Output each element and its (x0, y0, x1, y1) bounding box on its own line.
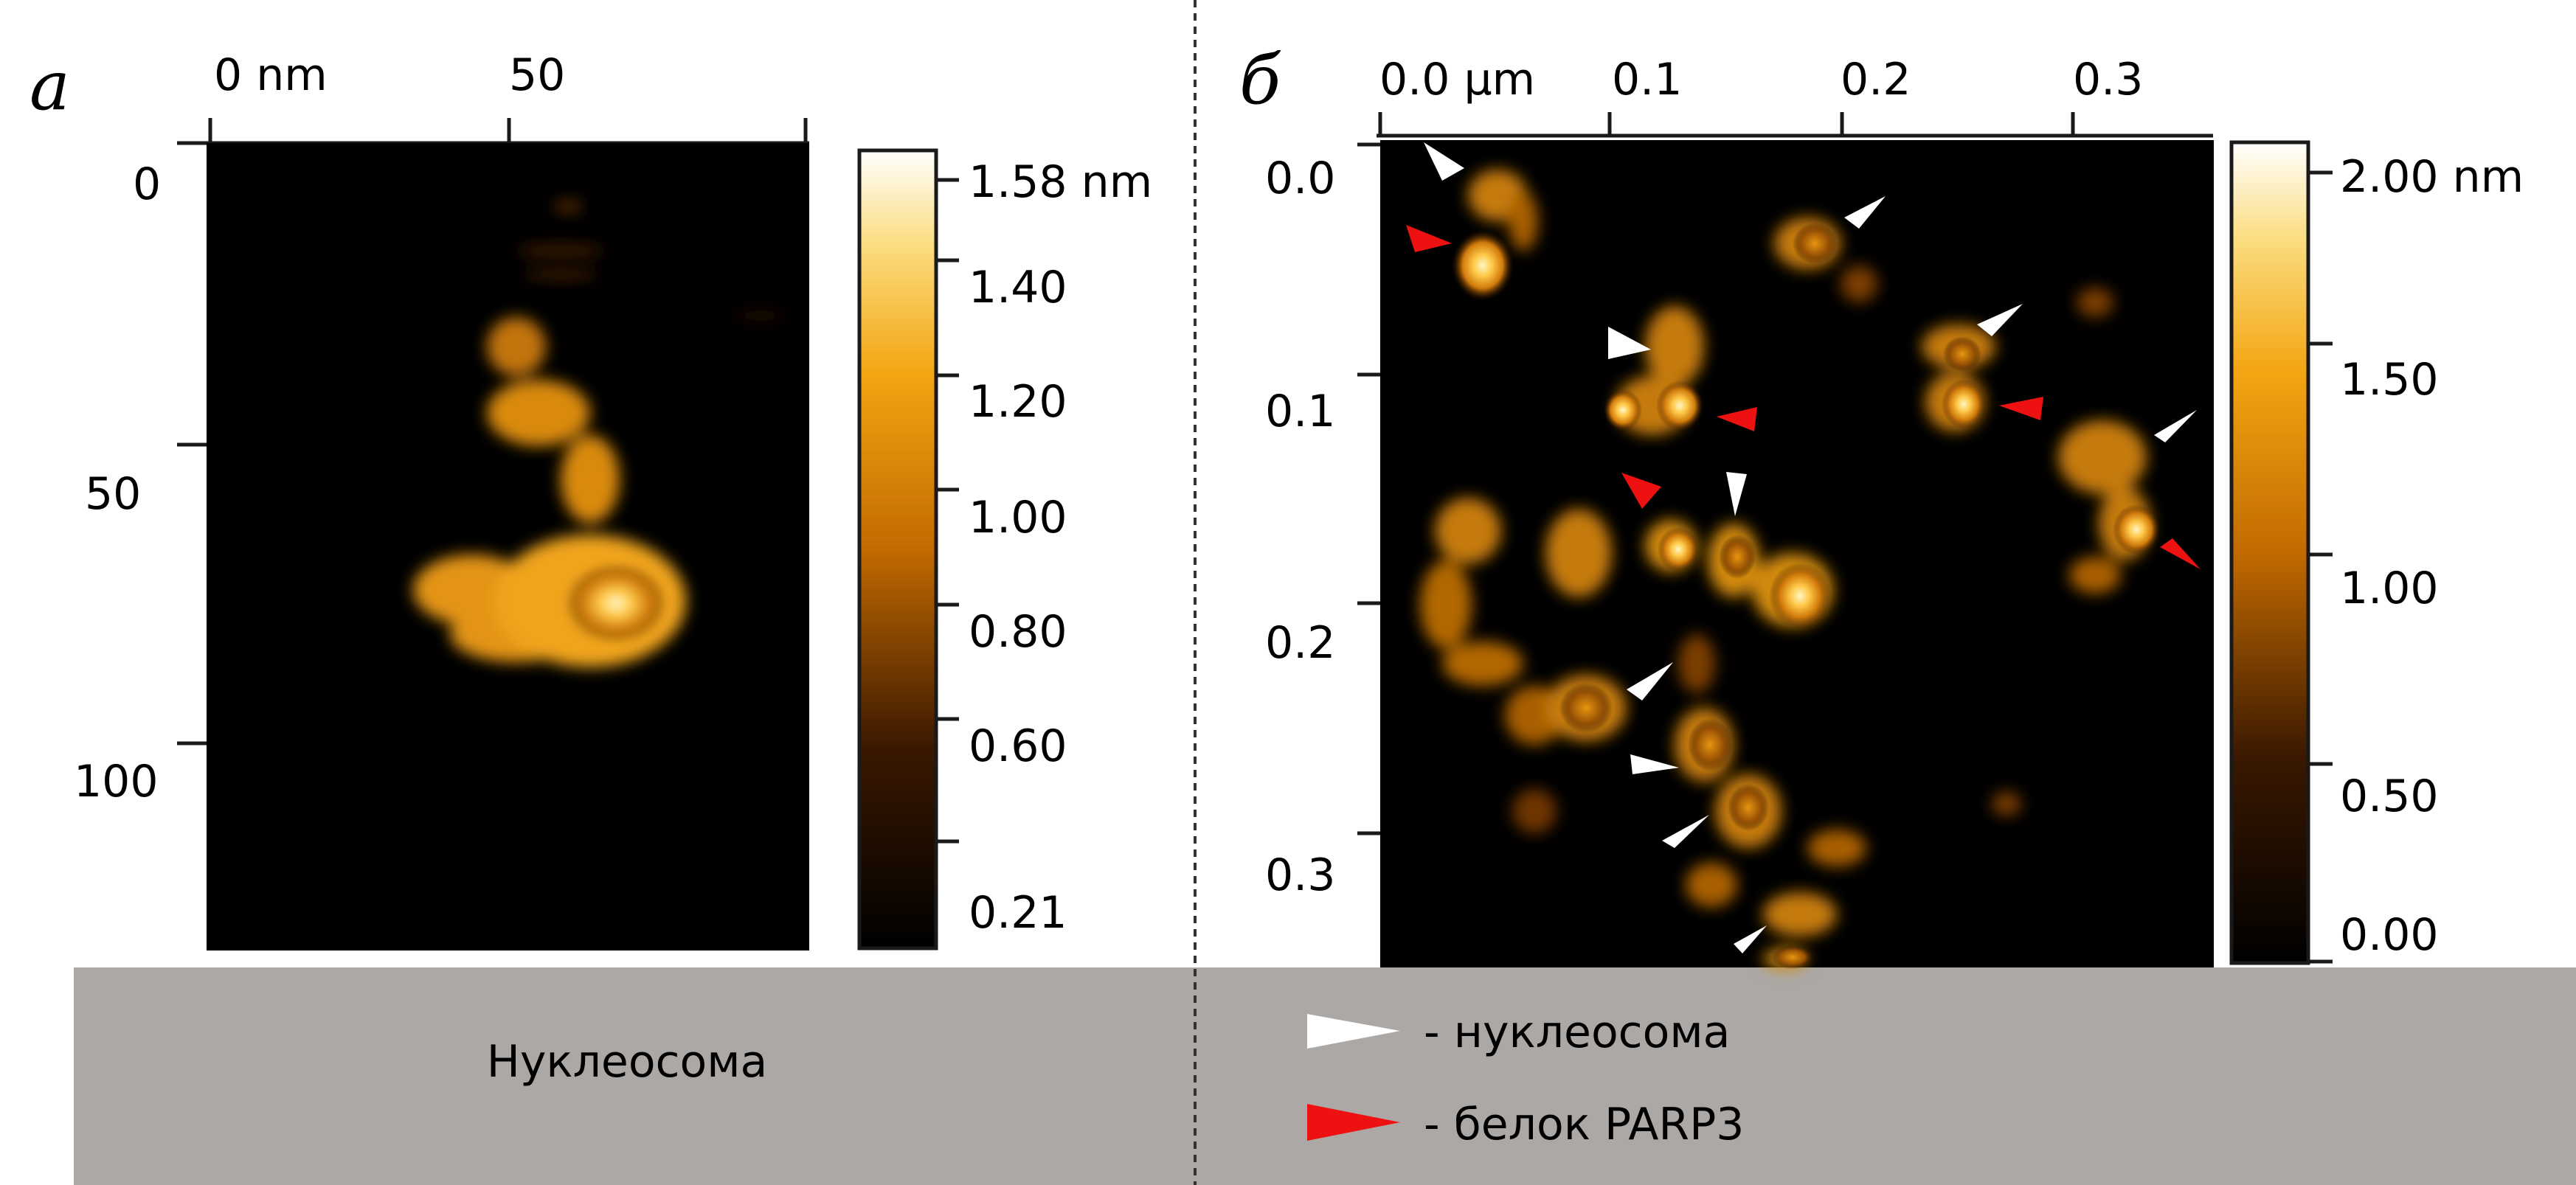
panel-b-legend: - нуклеосома - белок PARP3 (1307, 1007, 1744, 1150)
panel-a-colorbar-tick: 1.40 (969, 262, 1067, 313)
panel-a-y-tick: 50 (85, 468, 141, 520)
panel-a-colorbar-tick: 1.20 (969, 376, 1067, 428)
panel-a-x-tick: 50 (509, 49, 565, 101)
legend-nucleosome-label: - нуклеосома (1424, 1007, 1730, 1058)
panel-b-colorbar-tick: 1.00 (2340, 563, 2439, 614)
panel-b-colorbar-tick: 0.00 (2340, 909, 2439, 961)
panel-a-afm-image (207, 143, 809, 951)
panel-a-colorbar-tick: 0.80 (969, 606, 1067, 658)
panel-a-caption: Нуклеосома (487, 1036, 768, 1088)
legend-parp3-label: - белок PARP3 (1424, 1099, 1744, 1150)
panel-b-x-tick: 0.1 (1612, 54, 1682, 105)
panel-b-colorbar: 2.00 nm 1.50 1.00 0.50 0.00 (2229, 140, 2524, 965)
panel-a-colorbar: 1.58 nm 1.40 1.20 1.00 0.80 0.60 0.21 (857, 148, 1152, 951)
panel-a-colorbar-tick: 0.21 (969, 887, 1067, 939)
panel-a-colorbar-tick: 0.60 (969, 720, 1067, 772)
panel-b-y-tick: 0.0 (1265, 153, 1335, 204)
panel-b-x-tick: 0.2 (1841, 54, 1911, 105)
panel-a-y-tick: 100 (74, 756, 159, 807)
caption-band (74, 967, 2576, 1185)
panel-a-x-tick: 0 nm (214, 49, 328, 101)
panel-b-y-tick: 0.1 (1265, 386, 1335, 437)
panel-b-colorbar-tick: 2.00 nm (2340, 151, 2524, 203)
panel-a-x-axis: 0 nm 50 (207, 49, 809, 145)
panel-b-colorbar-tick: 1.50 (2340, 354, 2439, 406)
panel-a-y-tick: 0 (133, 159, 161, 210)
panel-a-label: а (30, 46, 70, 125)
panel-b-label: б (1239, 41, 1281, 119)
panel-b-x-tick: 0.3 (2073, 54, 2143, 105)
panel-a-y-axis: 0 50 100 (74, 141, 210, 807)
panel-b-x-axis: 0.0 µm 0.1 0.2 0.3 (1377, 54, 2213, 138)
legend-nucleosome-arrow (1307, 1014, 1400, 1049)
panel-b-x-tick: 0.0 µm (1379, 54, 1535, 105)
panel-b-y-tick: 0.3 (1265, 849, 1335, 901)
panel-a-colorbar-tick: 1.00 (969, 492, 1067, 543)
panel-b-afm-image (1380, 140, 2214, 969)
panel-b-y-tick: 0.2 (1265, 617, 1335, 669)
legend-parp3-arrow (1307, 1104, 1400, 1141)
panel-a-colorbar-tick: 1.58 nm (969, 156, 1152, 208)
panel-b-colorbar-tick: 0.50 (2340, 771, 2439, 822)
panel-b-y-axis: 0.0 0.1 0.2 0.3 (1265, 142, 1380, 901)
nucleosome-markers (1424, 142, 2197, 953)
parp3-markers (1406, 225, 2201, 569)
